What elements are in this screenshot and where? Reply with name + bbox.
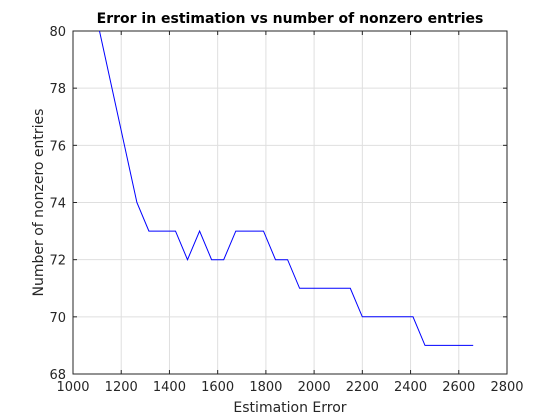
y-tick-label: 72: [49, 254, 66, 269]
ticks: 1000 1200 1400 1600 1800 2000 2200 2400 2600 2800…: [49, 25, 523, 395]
y-axis-title: Number of nonzero entries: [31, 109, 47, 297]
chart-title: Error in estimation vs number of nonzero…: [97, 11, 484, 27]
y-tick-label: 74: [49, 197, 66, 212]
y-tick-label: 80: [49, 25, 66, 40]
y-tick-label: 78: [49, 82, 66, 97]
x-tick-label: 1000: [56, 380, 89, 395]
x-tick-label: 2200: [346, 380, 379, 395]
grid-lines: [72, 30, 508, 375]
x-tick-label: 1200: [105, 380, 138, 395]
y-tick-label: 68: [49, 368, 66, 383]
y-tick-label: 76: [49, 139, 66, 154]
x-tick-label: 1800: [249, 380, 282, 395]
x-tick-label: 2000: [298, 380, 331, 395]
x-tick-label: 1600: [201, 380, 234, 395]
series-line: [99, 30, 474, 346]
series-layer: [99, 30, 474, 346]
x-tick-label: 2600: [442, 380, 475, 395]
x-tick-label: 2400: [394, 380, 427, 395]
x-axis-title: Estimation Error: [233, 400, 346, 416]
y-tick-label: 70: [49, 311, 66, 326]
x-tick-label: 2800: [490, 380, 523, 395]
x-tick-label: 1400: [153, 380, 186, 395]
